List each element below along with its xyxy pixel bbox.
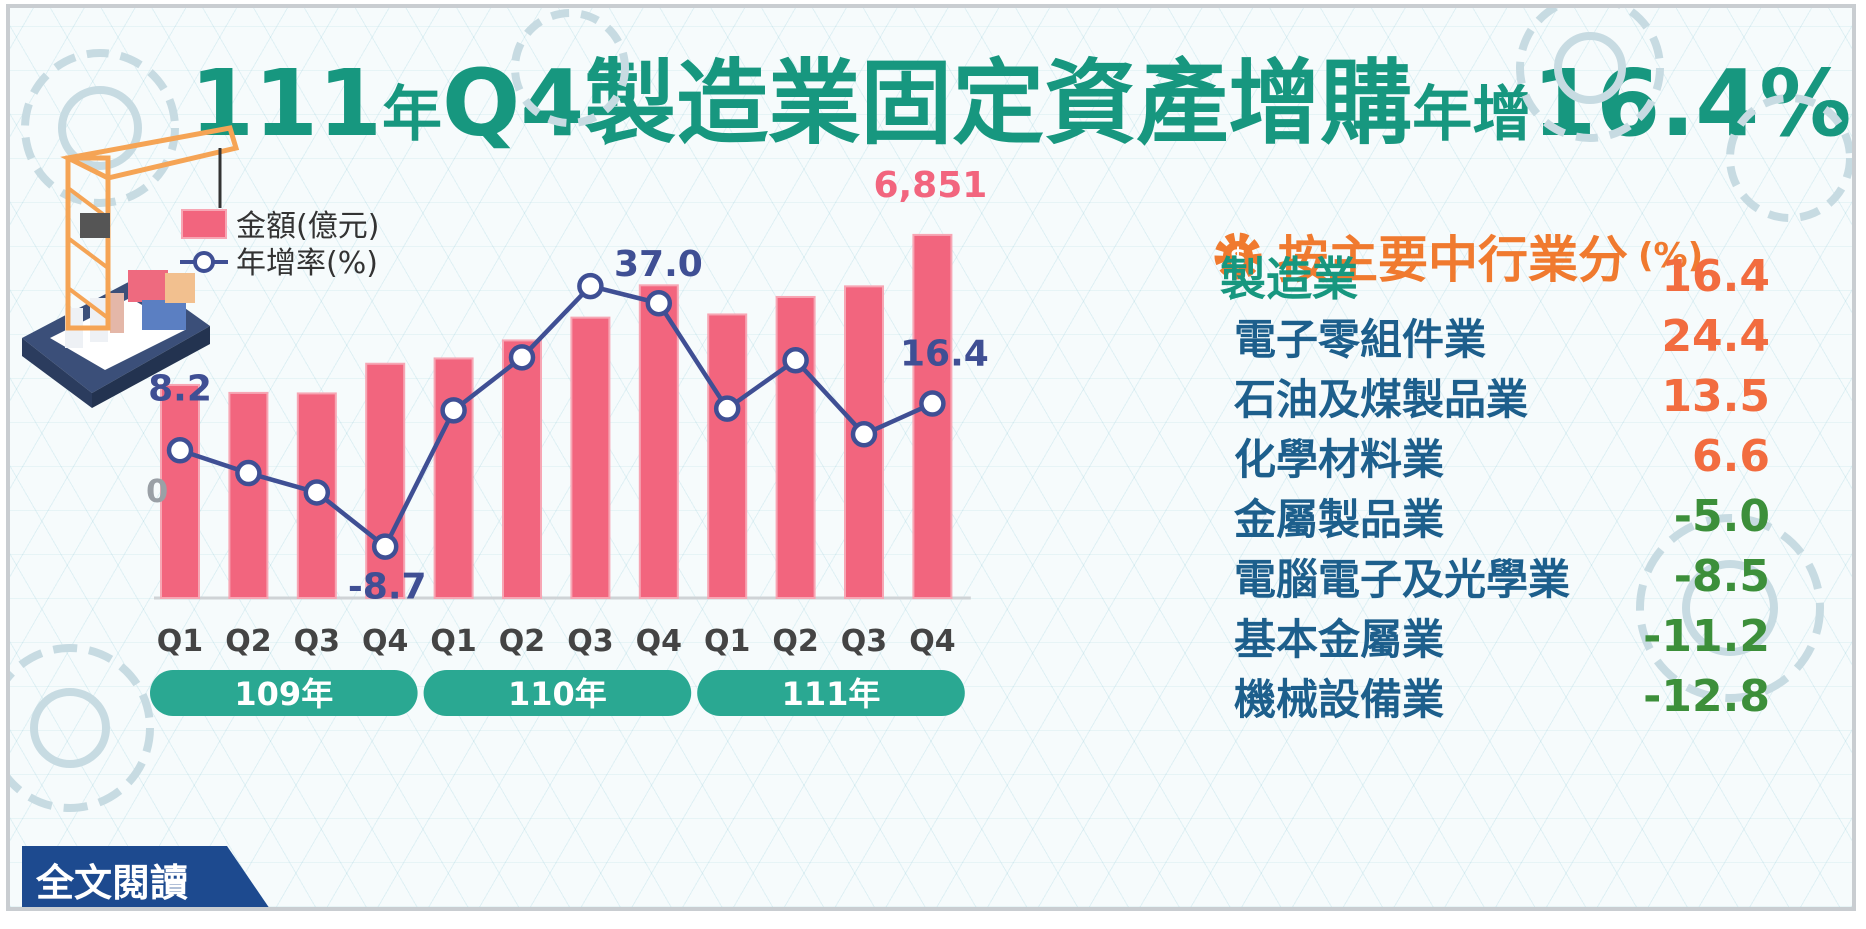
- year-group-pill: [423, 670, 692, 716]
- industry-value: 6.6: [1692, 430, 1770, 482]
- bar-amount: [160, 383, 200, 599]
- industry-row: 基本金屬業 -11.2: [1220, 606, 1770, 666]
- industry-name: 機械設備業: [1234, 674, 1445, 724]
- x-tick-label: Q1: [430, 624, 476, 659]
- point-growth-rate: [850, 421, 878, 448]
- point-growth-rate: [235, 459, 262, 487]
- industry-header: $ 按主要中行業分 (%): [1210, 220, 1703, 292]
- bar-amount: [433, 357, 474, 599]
- industry-name: 石油及煤製品業: [1234, 374, 1529, 424]
- legend-bar-swatch: [181, 209, 227, 239]
- x-tick-label: Q2: [499, 624, 545, 659]
- point-growth-rate: [645, 289, 673, 317]
- bar-amount: [570, 316, 611, 599]
- x-tick-label: Q2: [225, 624, 271, 659]
- x-tick-label: Q4: [636, 624, 682, 659]
- industry-value: 16.4: [1661, 250, 1770, 302]
- bar-amount: [707, 313, 748, 599]
- svg-text:$: $: [1230, 243, 1247, 271]
- industry-row: 電子零組件業 24.4: [1220, 306, 1770, 366]
- legend-line-marker: [193, 251, 215, 273]
- factory-crane-illustration: [22, 125, 240, 408]
- bar-amount: [365, 362, 406, 599]
- point-growth-rate: [919, 390, 946, 417]
- gear-dollar-icon: $: [1214, 232, 1262, 280]
- industry-row: 石油及煤製品業 13.5: [1220, 366, 1770, 426]
- industry-title: 按主要中行業分: [1278, 231, 1628, 289]
- data-label: 16.4: [900, 334, 989, 375]
- x-tick-label: Q3: [567, 624, 613, 659]
- point-growth-rate: [166, 437, 194, 464]
- zero-label: 0: [146, 472, 168, 510]
- x-tick-label: Q3: [294, 624, 340, 659]
- data-label: 6,851: [873, 165, 987, 206]
- x-tick-label: Q4: [362, 624, 408, 659]
- industry-name: 基本金屬業: [1234, 614, 1445, 664]
- title-main: Q4製造業固定資產增購: [442, 50, 1413, 157]
- x-tick-label: Q1: [704, 624, 750, 659]
- bar-amount: [228, 391, 269, 600]
- year-group-pill: [697, 670, 965, 716]
- title-year: 111: [190, 50, 383, 157]
- x-tick-label: Q1: [157, 624, 203, 659]
- x-tick-label: Q4: [909, 624, 955, 659]
- bar-amount: [638, 284, 679, 599]
- bar-amount: [502, 339, 542, 599]
- title-year-suffix: 年: [382, 80, 443, 150]
- industry-row: 電腦電子及光學業 -8.5: [1220, 546, 1770, 606]
- industry-value: 24.4: [1661, 310, 1770, 362]
- data-label: 8.2: [148, 368, 212, 409]
- read-full-text-button[interactable]: 全文閱讀: [22, 846, 272, 907]
- industry-name: 電腦電子及光學業: [1234, 554, 1571, 604]
- legend-line-label: 年增率(%): [236, 246, 378, 281]
- title-growth-prefix: 年增: [1412, 80, 1533, 150]
- bar-amount: [775, 295, 816, 599]
- x-tick-label: Q3: [841, 624, 887, 659]
- data-label: 37.0: [614, 244, 703, 285]
- industry-value: 13.5: [1661, 370, 1770, 422]
- industry-value: -12.8: [1643, 670, 1770, 722]
- year-group-label: 110年: [508, 675, 607, 713]
- x-tick-label: Q2: [772, 624, 818, 659]
- industry-row: 金屬製品業 -5.0: [1220, 486, 1770, 546]
- year-group-label: 111年: [782, 675, 881, 713]
- gear-decoration-icon: [10, 8, 1852, 812]
- industry-name: 製造業: [1220, 252, 1358, 306]
- industry-name: 電子零組件業: [1234, 314, 1487, 364]
- legend-bar-label: 金額(億元): [236, 209, 379, 244]
- industry-name: 金屬製品業: [1234, 494, 1445, 544]
- data-label: -8.7: [348, 567, 427, 608]
- industry-name: 化學材料業: [1234, 434, 1445, 484]
- point-growth-rate: [440, 397, 467, 424]
- industry-row: 製造業 16.4: [1220, 246, 1770, 307]
- industry-unit: (%): [1638, 236, 1704, 276]
- industry-value: -8.5: [1673, 550, 1770, 602]
- industry-value: -11.2: [1643, 610, 1770, 662]
- industry-row: 化學材料業 6.6: [1220, 426, 1770, 486]
- industry-row: 機械設備業 -12.8: [1220, 666, 1770, 726]
- infographic-frame: 111年Q4製造業固定資產增購年增16.4%: [6, 4, 1856, 911]
- year-group-pill: [150, 670, 418, 716]
- chart-area: 6,851 8.2 -8.7 37.0 16.4 0 Q1 Q2 Q3 Q4 Q1 Q2 Q3 Q4 Q1 Q…: [10, 8, 1852, 812]
- point-growth-rate: [508, 344, 536, 371]
- industry-value: -5.0: [1673, 490, 1770, 542]
- point-growth-rate: [713, 395, 741, 422]
- point-growth-rate: [577, 272, 604, 300]
- point-growth-rate: [371, 533, 399, 560]
- line-growth-rate: [179, 283, 934, 549]
- point-growth-rate: [782, 346, 809, 374]
- year-group-label: 109年: [234, 675, 333, 713]
- point-growth-rate: [303, 479, 331, 506]
